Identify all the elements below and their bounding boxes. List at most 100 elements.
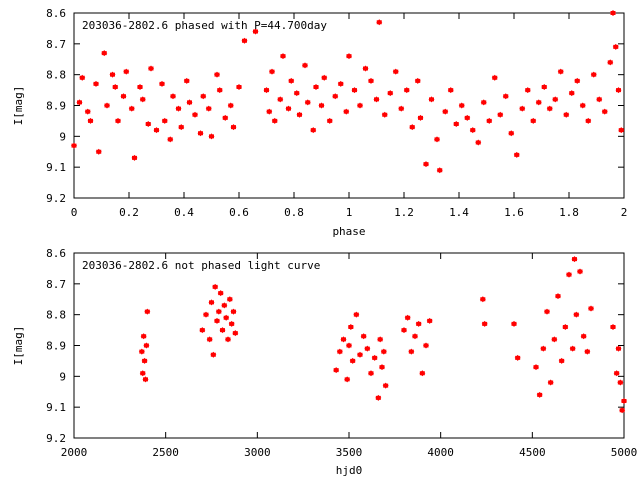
data-point [621, 398, 627, 404]
data-point [360, 333, 367, 340]
data-point [223, 314, 230, 321]
data-point [382, 382, 389, 389]
data-point [584, 348, 591, 355]
data-point [84, 108, 91, 115]
data-point [79, 74, 86, 81]
y-tick-label: 8.8 [46, 309, 66, 322]
data-point [392, 68, 399, 75]
data-point [580, 333, 587, 340]
data-point [200, 93, 207, 100]
x-tick-label: 1.2 [394, 206, 414, 219]
data-point [232, 330, 239, 337]
data-point [219, 327, 226, 334]
data-point [178, 124, 185, 131]
data-point [145, 121, 152, 127]
phased-panel: 8.6 8.7 8.8 8.9 9 9.1 9.2 0 0.2 0.4 0.6 0.8 1 1.2 1.4… [12, 7, 627, 238]
data-point [530, 117, 537, 124]
data-point [153, 127, 160, 134]
data-point [414, 77, 421, 84]
data-point [76, 99, 83, 106]
y-tick-label: 9 [59, 370, 66, 383]
data-point [277, 96, 284, 103]
data-point [524, 87, 531, 94]
data-point [226, 296, 233, 303]
data-point [375, 394, 382, 401]
x-tick-label: 5000 [611, 446, 638, 459]
unphased-panel: 8.6 8.7 8.8 8.9 9 9.1 9.2 2000 2500 3000 3500 4000… [12, 247, 637, 477]
data-point [486, 117, 493, 124]
data-point [547, 379, 554, 386]
data-point [336, 348, 343, 355]
data-point [197, 130, 204, 137]
y-tick-label: 9.1 [46, 401, 66, 414]
data-point [615, 345, 622, 352]
y-tick-label: 9.1 [46, 161, 66, 174]
x-tick-label: 2 [621, 206, 628, 219]
data-point [607, 59, 614, 66]
data-point [436, 167, 443, 174]
data-point [380, 348, 387, 355]
unphased-data-points [138, 256, 627, 414]
data-point [340, 336, 347, 343]
data-point [104, 102, 110, 109]
data-point [343, 108, 350, 115]
data-point [349, 357, 356, 364]
unphased-y-axis: 8.6 8.7 8.8 8.9 9 9.1 9.2 [46, 247, 624, 445]
data-point [346, 342, 352, 349]
x-tick-label: 4500 [519, 446, 546, 459]
data-point [203, 311, 209, 318]
phased-x-axis-label: phase [332, 225, 365, 238]
x-tick-label: 1.6 [504, 206, 524, 219]
data-point [123, 68, 130, 75]
data-point [566, 271, 572, 278]
unphased-x-axis: 2000 2500 3000 3500 4000 4500 5000 [61, 253, 638, 459]
data-point [415, 320, 422, 327]
data-point [214, 71, 220, 78]
x-tick-label: 4000 [427, 446, 454, 459]
phased-x-axis: 0 0.2 0.4 0.6 0.8 1 1.2 1.4 1.6 1.8 2 [71, 13, 628, 219]
data-point [227, 102, 234, 109]
y-tick-label: 9 [59, 130, 66, 143]
x-tick-label: 1.8 [559, 206, 579, 219]
data-point [148, 65, 154, 72]
data-point [423, 342, 429, 349]
data-point [93, 80, 99, 87]
data-point [540, 345, 547, 352]
data-point [109, 71, 116, 78]
data-point [423, 161, 429, 168]
data-point [205, 105, 212, 112]
data-point [401, 327, 407, 334]
data-point [447, 87, 454, 94]
data-point [428, 96, 435, 103]
data-point [139, 370, 146, 377]
phased-chart-title: 203036-2802.6 phased with P=44.700day [82, 19, 327, 32]
y-tick-label: 8.7 [46, 278, 66, 291]
data-point [491, 74, 498, 81]
data-point [214, 317, 220, 324]
data-point [508, 130, 515, 137]
data-point [362, 65, 369, 72]
data-point [222, 114, 229, 121]
unphased-y-axis-label: I[mag] [12, 326, 25, 366]
data-point [175, 105, 182, 112]
data-point [351, 87, 358, 94]
data-point [346, 53, 352, 60]
data-point [210, 351, 217, 358]
data-point [183, 77, 190, 84]
data-point [511, 320, 517, 327]
data-point [252, 28, 259, 35]
data-point [326, 117, 333, 124]
data-point [332, 93, 339, 100]
data-point [371, 354, 378, 361]
data-point [541, 84, 548, 90]
data-point [230, 124, 237, 131]
y-tick-label: 8.8 [46, 69, 66, 82]
data-point [562, 324, 569, 330]
data-point [551, 336, 558, 343]
data-point [271, 117, 278, 124]
data-point [101, 50, 108, 57]
data-point [398, 105, 405, 112]
data-point [304, 99, 311, 106]
